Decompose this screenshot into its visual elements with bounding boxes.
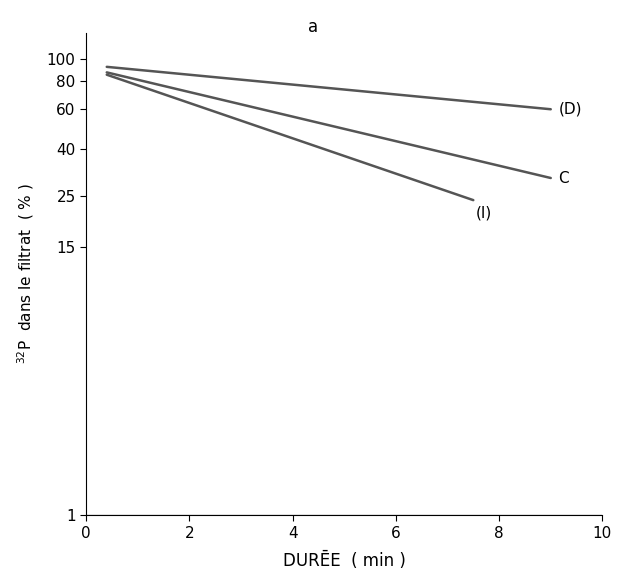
Text: (I): (I): [476, 206, 492, 221]
Text: C: C: [559, 170, 569, 185]
Text: a: a: [308, 18, 319, 36]
Text: (D): (D): [559, 102, 582, 117]
X-axis label: DURĒE  ( min ): DURĒE ( min ): [283, 552, 406, 570]
Y-axis label: $^{32}$P  dans le filtrat  ( % ): $^{32}$P dans le filtrat ( % ): [15, 184, 36, 364]
